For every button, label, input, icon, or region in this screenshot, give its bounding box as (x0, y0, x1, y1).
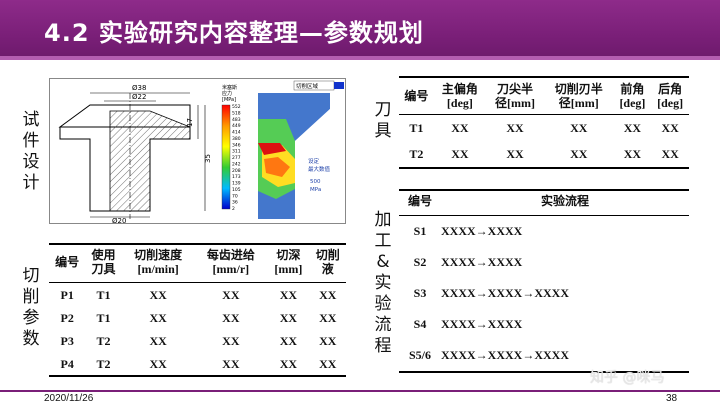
slide-title: 4.2 实验研究内容整理—参数规划 (44, 19, 424, 47)
legend-value: 414 (232, 130, 241, 136)
header-nose-radius: 刀尖半 径[mm] (486, 77, 544, 115)
header-feed-per-tooth: 每齿进给 [mm/r] (194, 244, 268, 283)
header-coolant: 切削液 (309, 244, 346, 283)
header-process: 实验流程 (441, 190, 689, 216)
header-cutting-speed: 切削速度 [m/min] (121, 244, 195, 283)
sim-note-3: 500 (310, 179, 321, 185)
header-tool-used: 使用 刀具 (85, 244, 122, 283)
legend-value: 105 (232, 187, 241, 193)
legend-value: 518 (232, 110, 241, 116)
legend-value: 208 (232, 168, 241, 174)
tool-table-header: 编号 主偏角 [deg] 刀尖半 径[mm] 切削刃半 径[mm] 前角 [deg] 后… (399, 77, 689, 115)
legend-value: 449 (232, 123, 241, 129)
process-table-header: 编号 实验流程 (399, 190, 689, 216)
legend-value: 70 (232, 193, 238, 199)
specimen-figure: Ø38 Ø22 Ø20 17 35 米塞斯 应力 [MPa] 552 518 483… (49, 78, 346, 225)
stress-legend: 米塞斯 应力 [MPa] 552518483449414380346311277… (221, 84, 241, 212)
legend-value: 36 (232, 200, 238, 206)
experiment-process-table: 编号 实验流程 S1 XXXX→XXXX S2 XXXX→XXXX S3 XXXX→X… (399, 189, 689, 373)
dim-base-diameter: Ø20 (112, 217, 126, 225)
legend-value: 380 (232, 136, 241, 142)
legend-value: 483 (232, 117, 241, 123)
table-row: S4 XXXX→XXXX (413, 317, 523, 331)
header-edge-radius: 切削刃半 径[mm] (544, 77, 614, 115)
specimen-drawing: Ø38 Ø22 Ø20 17 35 米塞斯 应力 [MPa] 552518483… (58, 80, 344, 225)
header-id: 编号 (399, 77, 434, 115)
legend-title-2: 应力 (222, 90, 232, 97)
legend-value: 242 (232, 161, 241, 167)
table-row: T2 XX XX XX XX XX (409, 147, 679, 161)
header-rake-angle: 前角 [deg] (613, 77, 652, 115)
footer-date: 2020/11/26 (44, 393, 94, 404)
side-label-process: 加 工 & 实 验 流 程 (374, 210, 392, 356)
specimen-section (58, 92, 206, 219)
legend-value: 139 (232, 181, 241, 187)
header-id: 编号 (49, 244, 86, 283)
table-row: S5/6 XXXX→XXXX→XXXX (408, 348, 569, 362)
page-number: 38 (666, 393, 678, 404)
header-lead-angle: 主偏角 [deg] (433, 77, 487, 115)
table-row: S1 XXXX→XXXX (413, 224, 523, 238)
dim-outer-diameter: Ø38 (132, 84, 146, 92)
legend-value: 346 (232, 142, 241, 148)
sim-note-4: MPa (310, 187, 321, 193)
legend-value: 277 (232, 155, 241, 161)
header-clearance-angle: 后角 [deg] (651, 77, 689, 115)
table-row: S2 XXXX→XXXX (413, 255, 523, 269)
tool-parameters-table: 编号 主偏角 [deg] 刀尖半 径[mm] 切削刃半 径[mm] 前角 [deg] 后… (399, 76, 689, 169)
side-label-tool: 刀 具 (374, 100, 392, 141)
legend-title-3: [MPa] (222, 97, 236, 103)
simulation-contour: 切削区域 设定 最大数值 500 MPa (258, 80, 344, 219)
legend-value: 311 (232, 149, 241, 155)
header-cut-depth: 切深 [mm] (267, 244, 310, 283)
table-row: P3 T2 XX XX XX XX (60, 334, 337, 348)
table-row: S3 XXXX→XXXX→XXXX (413, 286, 569, 300)
side-label-cutting: 切 削 参 数 (22, 266, 40, 349)
sim-note-1: 设定 (308, 157, 320, 165)
dim-inner-diameter: Ø22 (132, 93, 146, 101)
table-row: P2 T1 XX XX XX XX (60, 311, 337, 325)
title-bar: 4.2 实验研究内容整理—参数规划 (0, 0, 720, 60)
table-row: P1 T1 XX XX XX XX (60, 288, 337, 302)
header-id: 编号 (399, 190, 441, 216)
legend-value: 173 (232, 174, 241, 180)
footer-divider (0, 390, 720, 392)
dim-total-height: 35 (204, 154, 212, 163)
side-label-specimen: 试 件 设 计 (22, 110, 40, 193)
table-row: T1 XX XX XX XX XX (409, 121, 679, 135)
cutting-zone-marker (334, 82, 344, 89)
cutting-parameters-table: 编号 使用 刀具 切削速度 [m/min] 每齿进给 [mm/r] 切深 [mm] 切削… (49, 243, 346, 377)
table-row: P4 T2 XX XX XX XX (60, 357, 337, 371)
watermark: 知乎 @咪马 (590, 370, 665, 386)
cutting-zone-label: 切削区域 (296, 82, 319, 90)
legend-value: 552 (232, 104, 241, 110)
dim-flange-height: 17 (186, 118, 194, 127)
sim-note-2: 最大数值 (308, 165, 331, 173)
title-bar-stripe (0, 56, 720, 60)
legend-value: 2 (232, 206, 235, 212)
legend-title-1: 米塞斯 (222, 84, 237, 91)
cutting-table-header: 编号 使用 刀具 切削速度 [m/min] 每齿进给 [mm/r] 切深 [mm] 切削… (49, 244, 346, 283)
